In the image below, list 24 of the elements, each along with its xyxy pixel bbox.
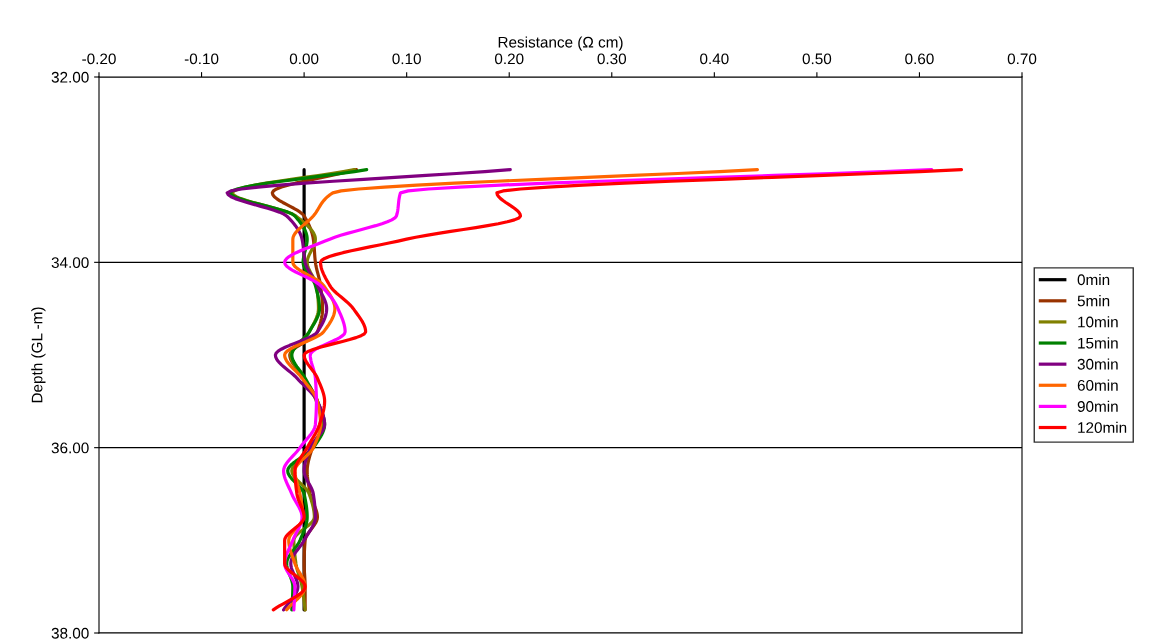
legend-label: 120min [1078, 421, 1127, 434]
x-tick-label: 0.50 [802, 53, 832, 65]
legend-label: 5min [1077, 295, 1110, 307]
legend-label: 10min [1078, 316, 1118, 328]
y-tick-label: 32.00 [51, 71, 89, 83]
x-tick-label: 0.60 [905, 53, 934, 65]
y-tick-label: 38.00 [51, 627, 89, 639]
legend-label: 30min [1077, 358, 1118, 370]
x-tick-label: 0.70 [1007, 53, 1037, 65]
x-axis-title: Resistance (Ω cm) [498, 36, 623, 51]
legend-label: 0min [1077, 273, 1110, 286]
x-tick-label: 0.40 [700, 53, 729, 65]
y-tick-label: 36.00 [51, 442, 89, 454]
x-tick-label: -0.10 [184, 53, 219, 65]
legend-label: 60min [1077, 379, 1118, 391]
y-tick-label: 34.00 [51, 257, 89, 269]
x-tick-label: -0.20 [82, 53, 116, 65]
legend-label: 90min [1077, 400, 1118, 412]
x-tick-label: 0.10 [392, 53, 421, 65]
x-tick-label: 0.30 [597, 53, 627, 65]
x-tick-label: 0.00 [289, 53, 319, 65]
x-tick-label: 0.20 [494, 53, 524, 65]
legend-label: 15min [1078, 337, 1118, 349]
y-axis-title: Depth (GL -m) [31, 307, 46, 403]
